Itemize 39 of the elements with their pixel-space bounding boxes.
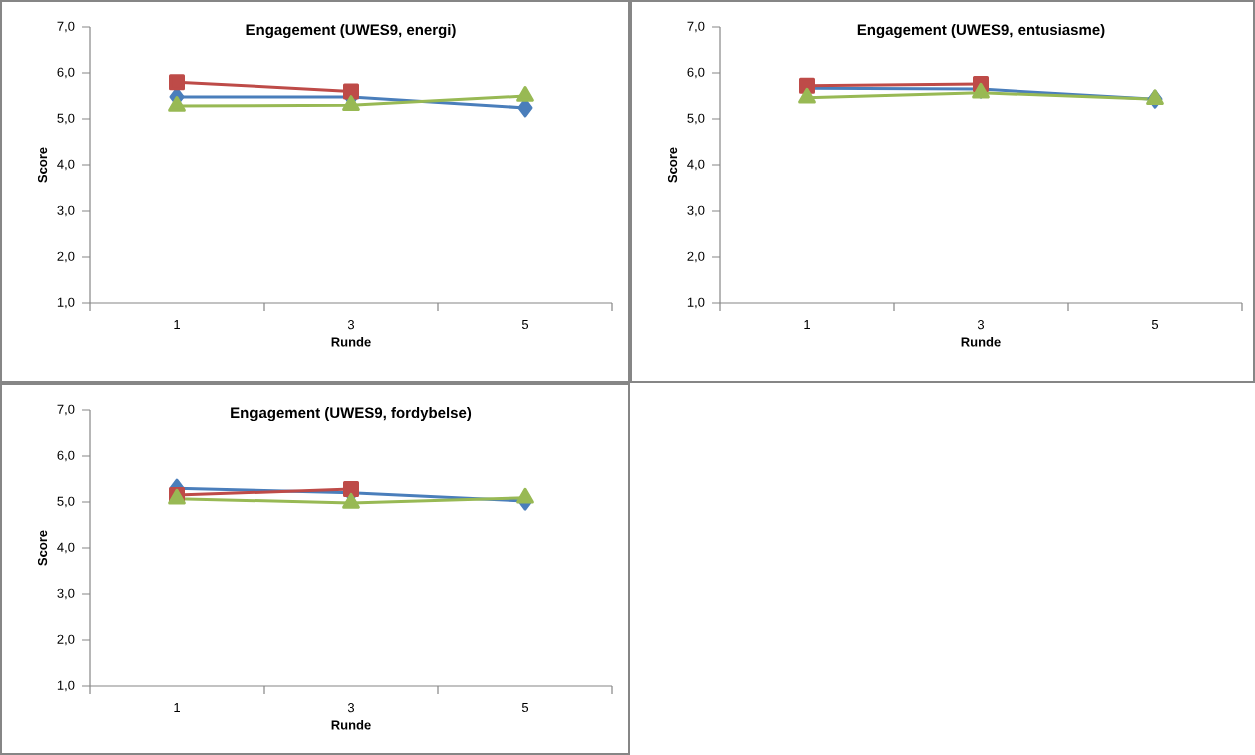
y-tick-label: 2,0: [687, 251, 705, 263]
x-tick-label: 1: [174, 320, 180, 329]
chart-title: Engagement (UWES9, energi): [246, 24, 456, 39]
y-tick-label: 5,0: [687, 113, 705, 125]
y-tick-label: 4,0: [57, 542, 75, 554]
y-tick-label: 6,0: [687, 67, 705, 79]
y-tick-label: 6,0: [57, 67, 75, 79]
y-tick-label: 1,0: [57, 297, 75, 309]
x-tick-label: 1: [174, 703, 180, 712]
y-tick-label: 2,0: [57, 634, 75, 646]
x-tick-label: 3: [347, 703, 355, 713]
y-tick-label: 2,0: [57, 251, 75, 263]
y-tick-label: 5,0: [57, 113, 75, 125]
y-tick-label: 7,0: [57, 21, 75, 33]
x-tick-label: 3: [977, 320, 985, 330]
chart-title: Engagement (UWES9, entusiasme): [857, 24, 1105, 39]
y-axis-title: Score: [37, 530, 48, 566]
y-tick-label: 3,0: [57, 205, 75, 217]
y-tick-label: 5,0: [57, 496, 75, 508]
y-axis-title: Score: [667, 147, 678, 183]
y-axis-title: Score: [37, 147, 48, 183]
chart-title: Engagement (UWES9, fordybelse): [231, 407, 472, 422]
y-tick-label: 7,0: [57, 404, 75, 416]
y-tick-label: 1,0: [57, 680, 75, 692]
x-tick-label: 3: [347, 320, 355, 330]
y-tick-label: 1,0: [687, 297, 705, 309]
x-axis-title: Runde: [331, 720, 371, 730]
x-tick-label: 1: [804, 320, 810, 329]
x-tick-label: 5: [521, 703, 529, 713]
x-tick-label: 5: [521, 320, 529, 330]
x-axis-title: Runde: [961, 337, 1001, 347]
y-tick-label: 3,0: [57, 588, 75, 600]
y-tick-label: 4,0: [687, 159, 705, 171]
y-tick-label: 4,0: [57, 159, 75, 171]
y-tick-label: 3,0: [687, 205, 705, 217]
x-axis-title: Runde: [331, 337, 371, 347]
y-tick-label: 6,0: [57, 450, 75, 462]
x-tick-label: 5: [1151, 320, 1159, 330]
y-tick-label: 7,0: [687, 21, 705, 33]
